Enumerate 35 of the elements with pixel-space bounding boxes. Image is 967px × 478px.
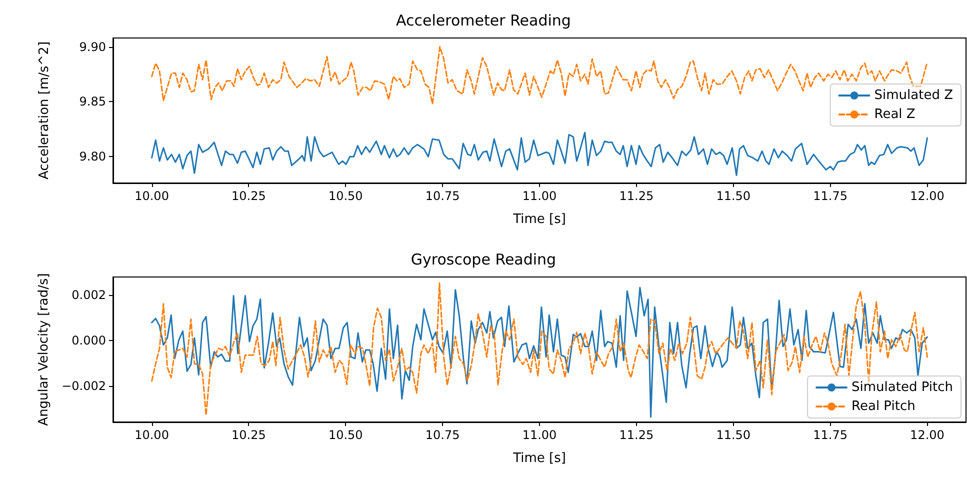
x-tick-label: 11.50 (716, 428, 751, 442)
legend-label: Real Pitch (852, 399, 916, 414)
x-tick-label: 10.25 (232, 428, 266, 442)
y-tick-label: 9.80 (79, 150, 106, 164)
x-tick-label: 12.00 (910, 428, 944, 442)
y-axis-title: Angular Velocity [rad/s] (36, 273, 52, 426)
x-tick-label: 10.75 (425, 189, 460, 203)
y-tick-label: 0.002 (72, 288, 106, 302)
y-tick-label: −0.002 (62, 378, 106, 393)
legend-label: Real Z (874, 107, 916, 122)
y-tick-label: 0.000 (72, 333, 106, 348)
x-axis-title: Time [s] (512, 451, 566, 466)
x-tick-label: 10.00 (134, 428, 169, 442)
x-tick-label: 11.25 (619, 428, 654, 442)
y-tick-label: 9.85 (79, 94, 106, 109)
x-tick-label: 10.25 (232, 189, 266, 203)
chart-title: Gyroscope Reading (410, 250, 556, 268)
legend-label: Simulated Z (874, 88, 954, 103)
x-axis-title: Time [s] (512, 212, 566, 227)
x-tick-label: 10.00 (134, 189, 169, 203)
x-tick-label: 12.00 (910, 189, 944, 203)
x-tick-label: 11.00 (522, 189, 557, 203)
x-tick-label: 11.00 (522, 428, 557, 442)
y-axis-title: Acceleration [m/s^2] (37, 41, 52, 180)
x-tick-label: 11.50 (716, 189, 751, 203)
chart-title: Accelerometer Reading (396, 12, 571, 30)
x-tick-label: 10.75 (425, 428, 460, 442)
x-tick-label: 11.25 (619, 189, 654, 203)
x-tick-label: 10.50 (328, 189, 363, 203)
line-series (151, 132, 928, 176)
legend-label: Simulated Pitch (852, 380, 954, 395)
x-tick-label: 11.75 (813, 189, 848, 203)
x-tick-label: 10.50 (328, 428, 363, 442)
y-tick-label: 9.90 (79, 40, 106, 54)
x-tick-label: 11.75 (813, 428, 848, 442)
